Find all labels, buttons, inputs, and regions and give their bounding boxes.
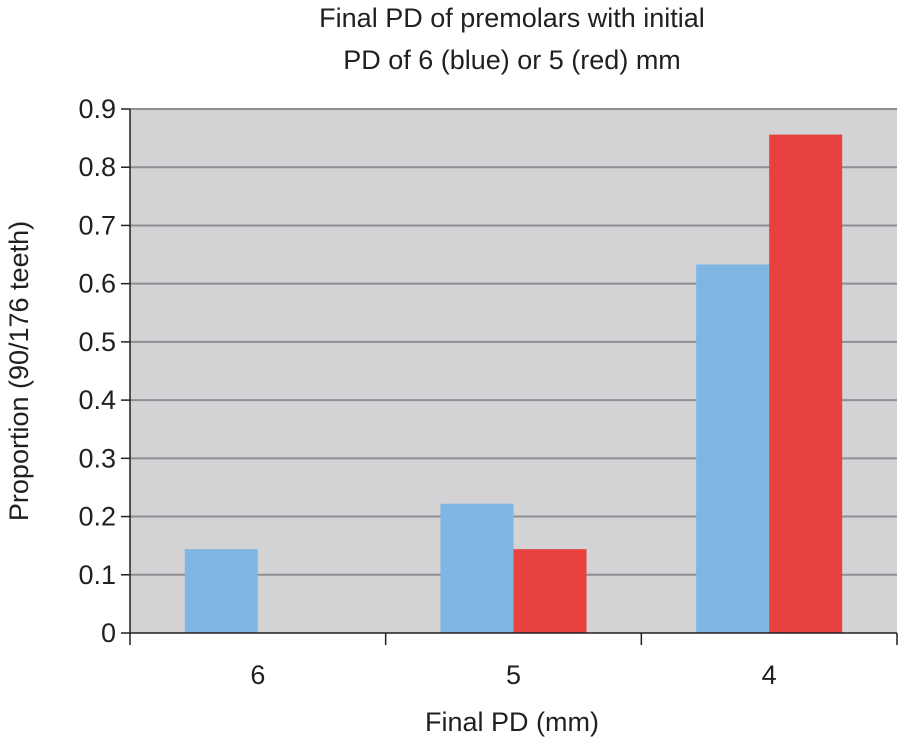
bar-blue-6 [184, 549, 258, 633]
x-axis-label: Final PD (mm) [425, 707, 599, 737]
chart-title-line-2: PD of 6 (blue) or 5 (red) mm [343, 45, 681, 75]
y-tick-labels: 0 0.1 0.2 0.3 0.4 0.5 0.6 0.7 0.8 0.9 [78, 94, 116, 648]
bar-red-5 [513, 549, 587, 633]
y-tick-label: 0.9 [78, 94, 116, 124]
y-tick-label: 0.6 [78, 269, 116, 299]
chart-title-line-1: Final PD of premolars with initial [319, 3, 705, 33]
y-tick-label: 0.3 [78, 443, 116, 473]
y-tick-label: 0.5 [78, 327, 116, 357]
x-tick-label: 4 [762, 660, 777, 690]
axes [121, 108, 898, 645]
x-tick-labels: 6 5 4 [250, 660, 776, 690]
bar-red-4 [769, 134, 843, 633]
bar-blue-4 [696, 264, 770, 633]
y-tick-label: 0.2 [78, 502, 116, 532]
y-tick-label: 0.1 [78, 560, 116, 590]
y-tick-label: 0.7 [78, 210, 116, 240]
bar-blue-5 [440, 503, 514, 633]
y-tick-label: 0.8 [78, 152, 116, 182]
y-axis-label: Proportion (90/176 teeth) [4, 221, 34, 521]
y-tick-label: 0 [101, 618, 116, 648]
x-tick-label: 6 [250, 660, 265, 690]
x-tick-label: 5 [506, 660, 521, 690]
bars [184, 134, 843, 633]
y-tick-label: 0.4 [78, 385, 116, 415]
